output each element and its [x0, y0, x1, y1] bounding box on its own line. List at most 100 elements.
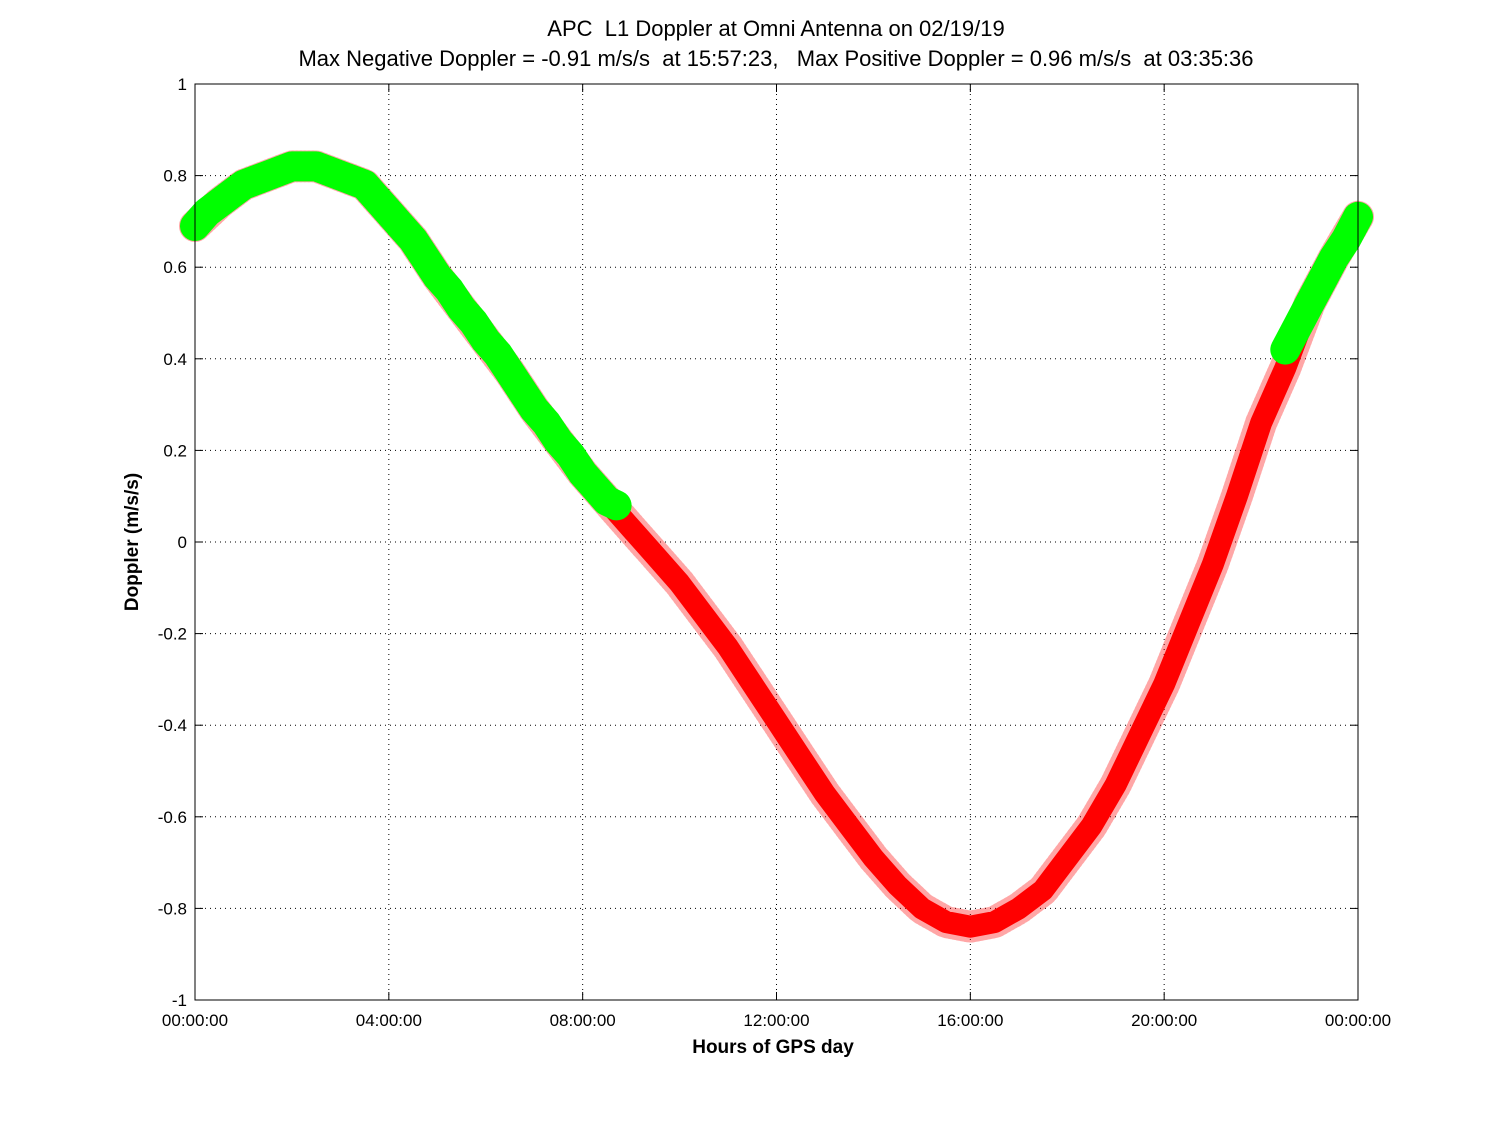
data-point	[822, 791, 827, 796]
data-point	[774, 718, 779, 723]
data-point	[847, 823, 852, 828]
chart-title: APC L1 Doppler at Omni Antenna on 02/19/…	[547, 16, 1004, 41]
x-tick-label: 08:00:00	[550, 1011, 616, 1030]
y-tick-label: -0.4	[158, 716, 187, 735]
data-point	[726, 645, 731, 650]
star-stroke	[505, 367, 515, 378]
star-marker	[610, 499, 623, 512]
x-tick-label: 00:00:00	[162, 1011, 228, 1030]
star-marker	[528, 403, 541, 416]
star-marker	[576, 467, 589, 480]
star-marker	[504, 366, 516, 379]
star-marker	[310, 160, 323, 173]
star-stroke	[432, 271, 442, 281]
axes-frame	[194, 83, 1359, 1001]
star-stroke	[323, 166, 333, 176]
star-marker	[322, 165, 335, 177]
star-stroke	[456, 303, 467, 313]
star-stroke	[384, 207, 394, 217]
star-stroke	[263, 171, 273, 181]
y-tick-label: -1	[172, 991, 187, 1010]
star-marker	[394, 220, 407, 232]
y-tick-label: 1	[178, 75, 187, 94]
star-marker	[382, 206, 395, 219]
x-tick-label: 20:00:00	[1131, 1011, 1197, 1030]
star-marker	[1303, 297, 1316, 310]
star-stroke	[553, 436, 563, 446]
star-stroke	[566, 450, 576, 460]
data-point	[701, 613, 706, 618]
x-axis-label: Hours of GPS day	[692, 1037, 854, 1058]
star-stroke	[360, 180, 370, 190]
star-marker	[261, 169, 274, 182]
star-stroke	[529, 404, 539, 414]
data-point	[919, 906, 924, 911]
star-marker	[491, 348, 504, 361]
star-marker	[201, 206, 214, 219]
series-line-noise	[179, 150, 1374, 943]
star-marker	[358, 178, 371, 191]
star-marker	[1327, 252, 1340, 264]
star-stroke	[287, 161, 297, 171]
y-tick-label: 0.6	[163, 258, 187, 277]
star-stroke	[602, 496, 612, 506]
star-stroke	[541, 418, 551, 428]
grid	[195, 84, 1358, 1000]
star-stroke	[214, 198, 224, 208]
y-tick-label: -0.6	[158, 808, 187, 827]
star-stroke	[396, 221, 406, 231]
star-marker	[285, 160, 298, 173]
x-tick-label: 04:00:00	[356, 1011, 422, 1030]
star-marker	[564, 449, 577, 461]
star-marker	[334, 169, 347, 182]
data-point	[1016, 906, 1021, 911]
data-point	[1259, 420, 1264, 425]
star-marker	[298, 160, 310, 173]
star-marker	[552, 435, 565, 448]
star-marker	[588, 481, 601, 493]
star-stroke	[251, 175, 261, 185]
star-marker	[1315, 274, 1328, 287]
x-tick-label: 12:00:00	[743, 1011, 809, 1030]
data-point	[968, 924, 973, 929]
series-marker-band	[180, 151, 632, 521]
x-tick-label: 16:00:00	[937, 1011, 1003, 1030]
star-stroke	[493, 349, 503, 359]
star-marker	[1279, 343, 1292, 356]
star-marker	[1291, 320, 1304, 333]
star-stroke	[578, 468, 588, 478]
data-point	[944, 920, 949, 925]
data-point	[895, 883, 900, 888]
star-marker	[346, 174, 359, 187]
data-point	[1283, 365, 1288, 370]
star-stroke	[1292, 322, 1302, 332]
data-point	[1137, 732, 1142, 737]
data-point	[871, 856, 876, 861]
star-stroke	[202, 207, 212, 217]
star-marker	[455, 302, 468, 315]
data-point	[1065, 856, 1070, 861]
data-point	[1113, 782, 1118, 787]
star-stroke	[481, 335, 491, 346]
star-marker	[443, 284, 456, 297]
plot-area	[179, 150, 1374, 943]
y-tick-label: 0.4	[163, 350, 187, 369]
data-point	[677, 581, 682, 586]
star-stroke	[408, 235, 418, 245]
star-stroke	[299, 161, 309, 171]
series-line-band	[184, 155, 1369, 938]
star-stroke	[612, 500, 622, 510]
star-stroke	[590, 482, 600, 492]
star-stroke	[238, 180, 249, 190]
star-marker	[540, 416, 553, 429]
star-marker	[1339, 233, 1352, 246]
y-tick-label: 0.8	[163, 167, 187, 186]
series-2	[180, 151, 1373, 521]
star-marker	[249, 174, 262, 187]
star-stroke	[226, 189, 236, 199]
star-stroke	[444, 285, 454, 295]
star-stroke	[1329, 253, 1339, 263]
star-stroke	[335, 171, 345, 181]
star-stroke	[347, 175, 358, 185]
